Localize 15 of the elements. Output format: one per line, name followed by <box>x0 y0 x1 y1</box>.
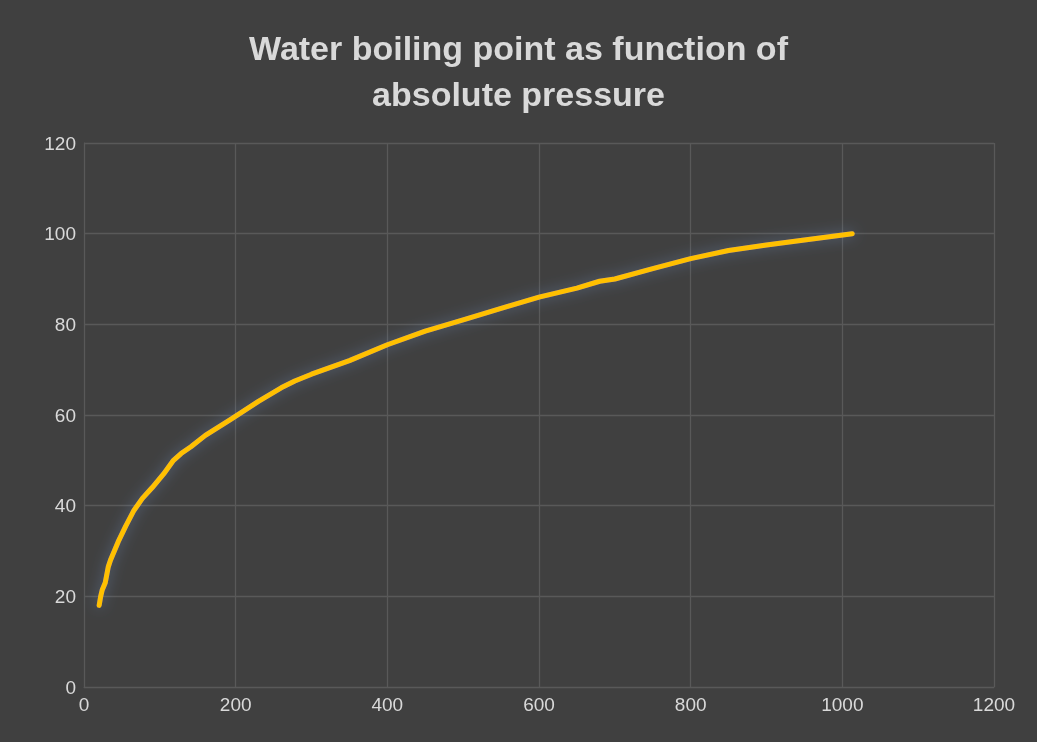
y-tick-label: 20 <box>54 585 76 607</box>
x-tick-label: 800 <box>674 694 707 715</box>
y-tick-label: 40 <box>54 495 76 517</box>
y-tick-label: 120 <box>44 132 76 154</box>
chart-title: Water boiling point as function of absolute pressure <box>249 29 789 113</box>
x-tick-label: 1000 <box>821 694 864 715</box>
y-tick-label: 80 <box>54 313 76 335</box>
y-tick-label: 0 <box>65 676 76 698</box>
y-tick-label: 100 <box>44 223 76 245</box>
y-tick-label: 60 <box>54 404 76 426</box>
x-tick-label: 200 <box>219 694 252 715</box>
x-tick-label: 400 <box>371 694 404 715</box>
x-tick-label: 1200 <box>972 694 1016 715</box>
x-tick-label: 600 <box>523 694 555 715</box>
x-tick-label: 0 <box>78 694 90 715</box>
